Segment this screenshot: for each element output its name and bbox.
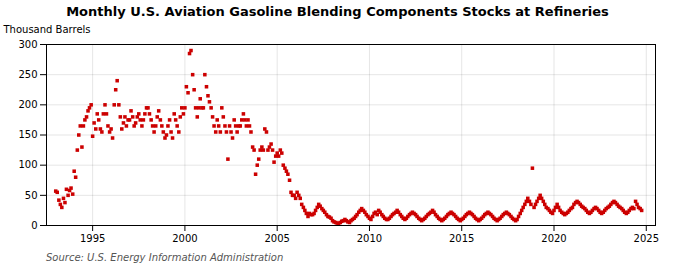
svg-text:2005: 2005 xyxy=(264,233,289,244)
svg-text:300: 300 xyxy=(18,39,37,50)
svg-text:2010: 2010 xyxy=(357,233,382,244)
svg-text:2000: 2000 xyxy=(172,233,197,244)
svg-text:150: 150 xyxy=(18,129,37,140)
svg-text:0: 0 xyxy=(31,220,37,231)
svg-text:200: 200 xyxy=(18,99,37,110)
svg-text:Thousand Barrels: Thousand Barrels xyxy=(3,24,91,35)
html-text:Source: U.S. Energy Informatio: Source: U.S. Energy Information Administ… xyxy=(46,252,284,263)
svg-text:50: 50 xyxy=(25,190,38,201)
svg-text:2025: 2025 xyxy=(634,233,659,244)
svg-text:2020: 2020 xyxy=(541,233,566,244)
svg-text:1995: 1995 xyxy=(80,233,105,244)
svg-text:100: 100 xyxy=(18,159,37,170)
svg-text:2015: 2015 xyxy=(449,233,474,244)
svg-text:250: 250 xyxy=(18,69,37,80)
html-text:Monthly U.S. Aviation Gasoline: Monthly U.S. Aviation Gasoline Blending … xyxy=(66,4,609,19)
